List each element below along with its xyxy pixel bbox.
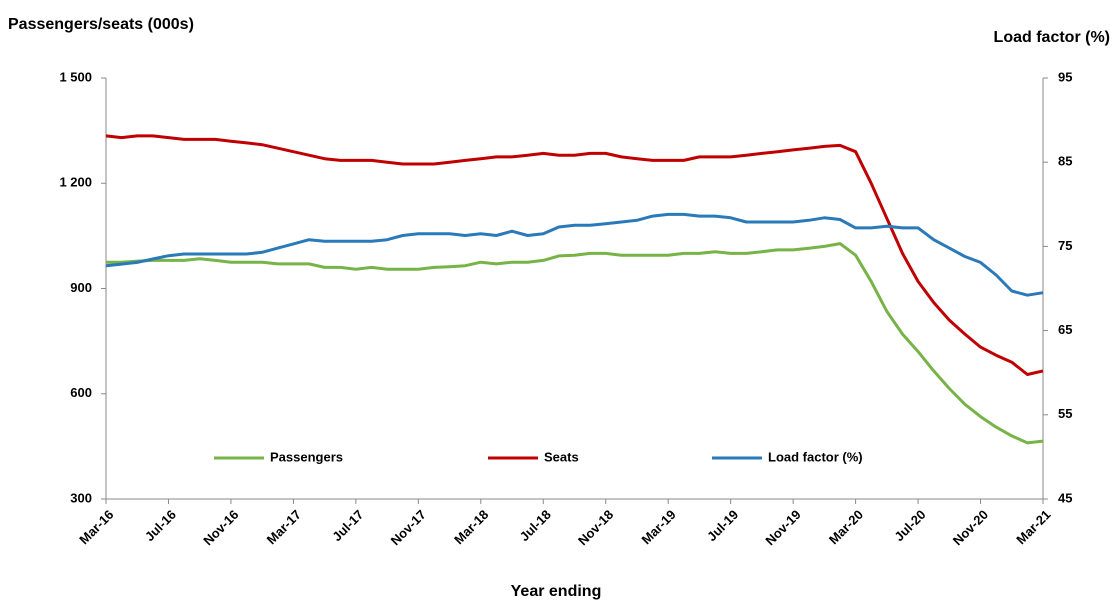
series-line bbox=[105, 134, 1044, 376]
y-tick-label: 300 bbox=[70, 490, 92, 505]
x-tick-label: Jul-17 bbox=[329, 507, 366, 544]
y2-tick-label: 65 bbox=[1058, 322, 1072, 337]
x-tick-label: Nov-20 bbox=[950, 507, 991, 548]
series-line bbox=[106, 242, 1044, 445]
x-tick-label: Jul-19 bbox=[704, 507, 741, 544]
y2-axis-title: Load factor (%) bbox=[994, 29, 1110, 46]
x-tick-label: Mar-18 bbox=[451, 507, 491, 547]
series-line bbox=[105, 212, 1044, 297]
x-tick-label: Jul-20 bbox=[891, 507, 928, 544]
x-tick-label: Nov-19 bbox=[762, 507, 803, 548]
y2-tick-label: 75 bbox=[1058, 238, 1072, 253]
x-tick-label: Jul-16 bbox=[142, 507, 179, 544]
x-tick-label: Mar-17 bbox=[264, 507, 304, 547]
y-tick-label: 1 500 bbox=[59, 69, 92, 84]
y2-tick-label: 55 bbox=[1058, 406, 1072, 421]
x-tick-label: Jul-18 bbox=[517, 507, 554, 544]
x-tick-label: Nov-16 bbox=[200, 507, 241, 548]
y2-tick-label: 95 bbox=[1058, 69, 1072, 84]
legend-label: Passengers bbox=[270, 449, 343, 464]
x-tick-label: Nov-18 bbox=[575, 507, 616, 548]
y-tick-label: 600 bbox=[70, 385, 92, 400]
y2-tick-label: 45 bbox=[1058, 490, 1072, 505]
y-tick-label: 1 200 bbox=[59, 175, 92, 190]
legend-label: Seats bbox=[544, 449, 579, 464]
x-tick-label: Mar-19 bbox=[639, 507, 679, 547]
x-tick-label: Nov-17 bbox=[388, 507, 429, 548]
x-tick-label: Mar-21 bbox=[1013, 507, 1053, 547]
y2-tick-label: 85 bbox=[1058, 154, 1072, 169]
y-tick-label: 900 bbox=[70, 280, 92, 295]
x-tick-label: Mar-20 bbox=[826, 507, 866, 547]
x-tick-label: Mar-16 bbox=[76, 507, 116, 547]
y-axis-title: Passengers/seats (000s) bbox=[8, 16, 194, 33]
legend-label: Load factor (%) bbox=[768, 449, 863, 464]
x-axis-title: Year ending bbox=[511, 583, 602, 600]
